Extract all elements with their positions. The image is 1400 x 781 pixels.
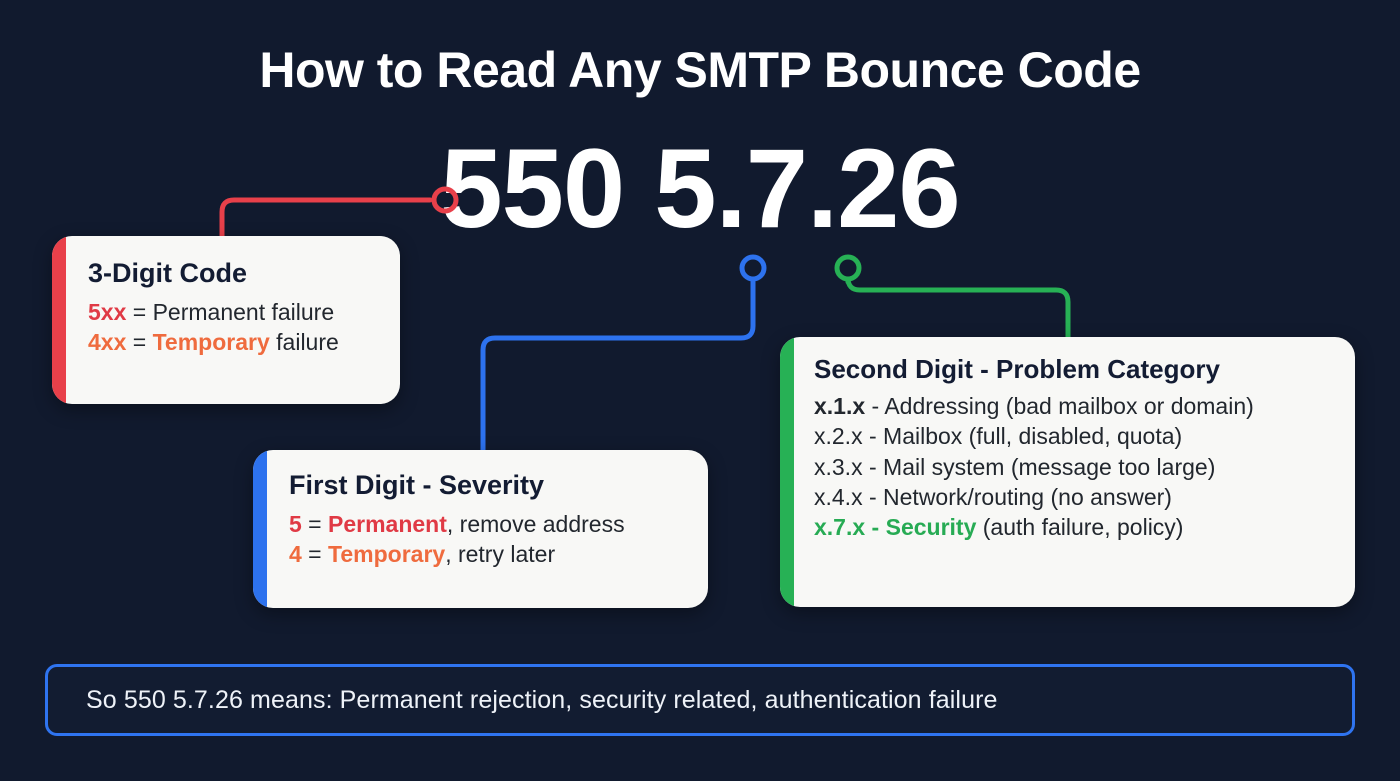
line-code: x.4.x [814,483,863,510]
line-rest: Network/routing (no answer) [883,483,1172,510]
line-sep: - [862,483,884,510]
line-code: x.1.x [814,392,866,419]
line-sep: = [301,511,329,538]
line-rest: , remove address [446,511,625,538]
card-accent-bar-red [52,236,66,404]
green-connector-dot [834,254,862,282]
card-accent-bar-blue [253,450,267,608]
card-line: 5 = Permanent, remove address [289,509,686,539]
line-highlight: Security [885,514,977,541]
line-rest: Addressing (bad mailbox or domain) [884,392,1254,419]
line-sep: - [862,453,884,480]
card-three-digit-code: 3-Digit Code 5xx = Permanent failure 4xx… [52,236,400,404]
line-code: 4 [289,541,302,568]
smtp-code-display: 550 5.7.26 [440,126,960,251]
card-line: 4xx = Temporary failure [88,327,378,357]
line-code: 5xx [88,299,127,326]
line-rest: Mailbox (full, disabled, quota) [883,423,1183,450]
line-rest: Mail system (message too large) [883,453,1216,480]
card-title-three-digit: 3-Digit Code [88,258,247,288]
line-sep: = [126,329,153,356]
line-rest: , retry later [445,541,556,568]
card-line: x.4.x - Network/routing (no answer) [814,482,1333,512]
blue-connector-path [480,279,756,461]
line-sep: = [126,299,153,326]
blue-connector-dot [739,254,767,282]
card-second-digit-problem-category: Second Digit - Problem Category x.1.x - … [780,337,1355,607]
card-accent-bar-green [780,337,794,607]
line-sep: - [865,514,886,541]
green-connector-path [845,277,1071,348]
line-code: 5 [289,511,302,538]
line-rest: (auth failure, policy) [976,514,1184,541]
line-rest: Permanent failure [152,299,335,326]
line-sep: - [865,392,885,419]
card-line: x.3.x - Mail system (message too large) [814,452,1333,482]
card-line: 4 = Temporary, retry later [289,539,686,569]
summary-bar: So 550 5.7.26 means: Permanent rejection… [45,664,1355,736]
card-first-digit-severity: First Digit - Severity 5 = Permanent, re… [253,450,708,608]
line-code: x.7.x [814,514,866,541]
card-title-first-digit: First Digit - Severity [289,470,545,500]
card-line: x.7.x - Security (auth failure, policy) [814,512,1333,542]
card-line: 5xx = Permanent failure [88,297,378,327]
line-sep: = [301,541,329,568]
line-sep: - [862,423,884,450]
line-rest: failure [269,329,339,356]
line-code: x.2.x [814,423,863,450]
line-highlight: Temporary [152,329,270,356]
line-highlight: Temporary [328,541,446,568]
summary-text: So 550 5.7.26 means: Permanent rejection… [86,685,998,714]
page-title: How to Read Any SMTP Bounce Code [259,42,1141,98]
card-line: x.1.x - Addressing (bad mailbox or domai… [814,391,1333,421]
line-code: 4xx [88,329,127,356]
line-code: x.3.x [814,453,863,480]
line-highlight: Permanent [328,511,447,538]
card-line: x.2.x - Mailbox (full, disabled, quota) [814,421,1333,451]
card-title-second-digit: Second Digit - Problem Category [814,354,1220,384]
